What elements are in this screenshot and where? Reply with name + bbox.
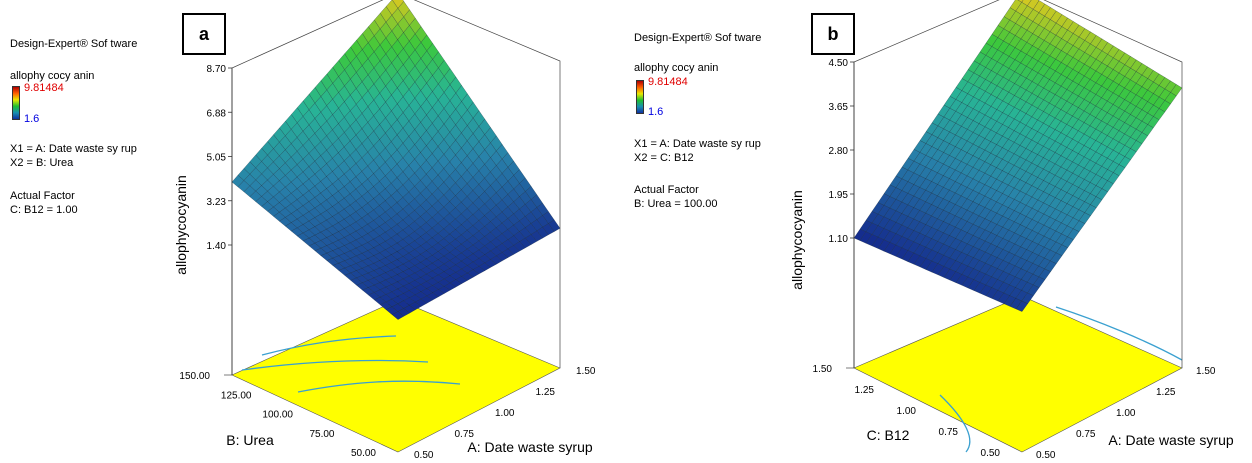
contour-line [939, 394, 971, 453]
y-tick-label: 125.00 [221, 390, 252, 401]
response-name: allophy cocy anin [10, 70, 95, 82]
panel-a: Design-Expert® Sof tware a allophy cocy … [10, 0, 596, 461]
z-tick-label: 6.88 [207, 108, 227, 119]
response-surface [853, 0, 1183, 312]
software-title: Design-Expert® Sof tware [634, 32, 762, 44]
x-tick-label: 0.75 [1076, 429, 1096, 440]
y-tick-label: 50.00 [351, 448, 376, 459]
z-tick-label: 4.50 [829, 58, 849, 69]
y-tick-label: 0.50 [981, 448, 1001, 459]
contour-line [261, 335, 397, 356]
panel-b: Design-Expert® Sof tware b allophy cocy … [626, 0, 1252, 463]
z-tick-label: 1.40 [207, 241, 227, 252]
y-tick-label: 0.75 [939, 427, 959, 438]
y-tick-label: 1.00 [897, 406, 917, 417]
z-tick-label: 3.65 [829, 102, 849, 113]
y-tick-label: 1.50 [813, 364, 833, 375]
x-axis-label: A: Date waste syrup [467, 439, 592, 455]
actual-factor-value: B: Urea = 100.00 [634, 198, 718, 210]
x-tick-label: 1.00 [1116, 408, 1136, 419]
x2-factor: X2 = C: B12 [634, 152, 694, 164]
panel-label: a [182, 13, 226, 55]
color-min-value: 1.6 [24, 113, 40, 125]
z-axis-label: allophycocyanin [173, 175, 189, 275]
y-tick-label: 1.25 [855, 385, 875, 396]
z-tick-label: 1.10 [829, 234, 849, 245]
y-axis-label: B: Urea [226, 432, 274, 448]
y-tick-label: 75.00 [309, 429, 334, 440]
surface-cell [391, 311, 405, 320]
z-tick-label: 2.80 [829, 146, 849, 157]
x1-factor: X1 = A: Date waste sy rup [10, 143, 137, 155]
panel-label: b [811, 13, 855, 55]
color-min-value: 1.6 [648, 106, 664, 118]
x-tick-label: 1.00 [495, 408, 515, 419]
floor-plane [231, 299, 561, 453]
contour-line [1055, 306, 1183, 361]
x-axis-label: A: Date waste syrup [1108, 432, 1233, 448]
actual-factor-value: C: B12 = 1.00 [10, 204, 78, 216]
surface-plot: 1.40 3.23 5.05 6.88 8.70 allophycocyanin 0.50 0… [173, 0, 596, 461]
contour-line [297, 380, 461, 393]
x2-factor: X2 = B: Urea [10, 157, 74, 169]
x-tick-label: 0.50 [1036, 450, 1056, 461]
contour-line [241, 359, 429, 371]
x-tick-label: 0.50 [414, 450, 434, 461]
response-surface [231, 0, 561, 320]
actual-factor-title: Actual Factor [10, 190, 75, 202]
y-tick-label: 100.00 [262, 410, 293, 421]
x1-factor: X1 = A: Date waste sy rup [634, 138, 761, 150]
z-axis-label: allophycocyanin [789, 190, 805, 290]
color-max-value: 9.81484 [648, 76, 688, 88]
z-tick-label: 8.70 [207, 64, 227, 75]
y-tick-label: 150.00 [179, 371, 210, 382]
y-axis-label: C: B12 [867, 427, 910, 443]
x-tick-label: 1.50 [576, 366, 596, 377]
software-title: Design-Expert® Sof tware [10, 38, 138, 50]
surface-cell [1015, 300, 1028, 312]
actual-factor-title: Actual Factor [634, 184, 699, 196]
x-tick-label: 1.25 [536, 387, 556, 398]
z-tick-label: 1.95 [829, 190, 849, 201]
color-scale-bar [636, 80, 644, 114]
z-tick-label: 5.05 [207, 153, 227, 164]
x-tick-label: 1.25 [1156, 387, 1176, 398]
response-name: allophy cocy anin [634, 62, 719, 74]
color-max-value: 9.81484 [24, 82, 64, 94]
surface-plot: 1.10 1.95 2.80 3.65 4.50 allophycocyanin 0.50 0… [789, 0, 1234, 461]
x-tick-label: 0.75 [455, 429, 475, 440]
z-tick-label: 3.23 [207, 197, 227, 208]
x-tick-label: 1.50 [1196, 366, 1216, 377]
color-scale-bar [12, 86, 20, 120]
